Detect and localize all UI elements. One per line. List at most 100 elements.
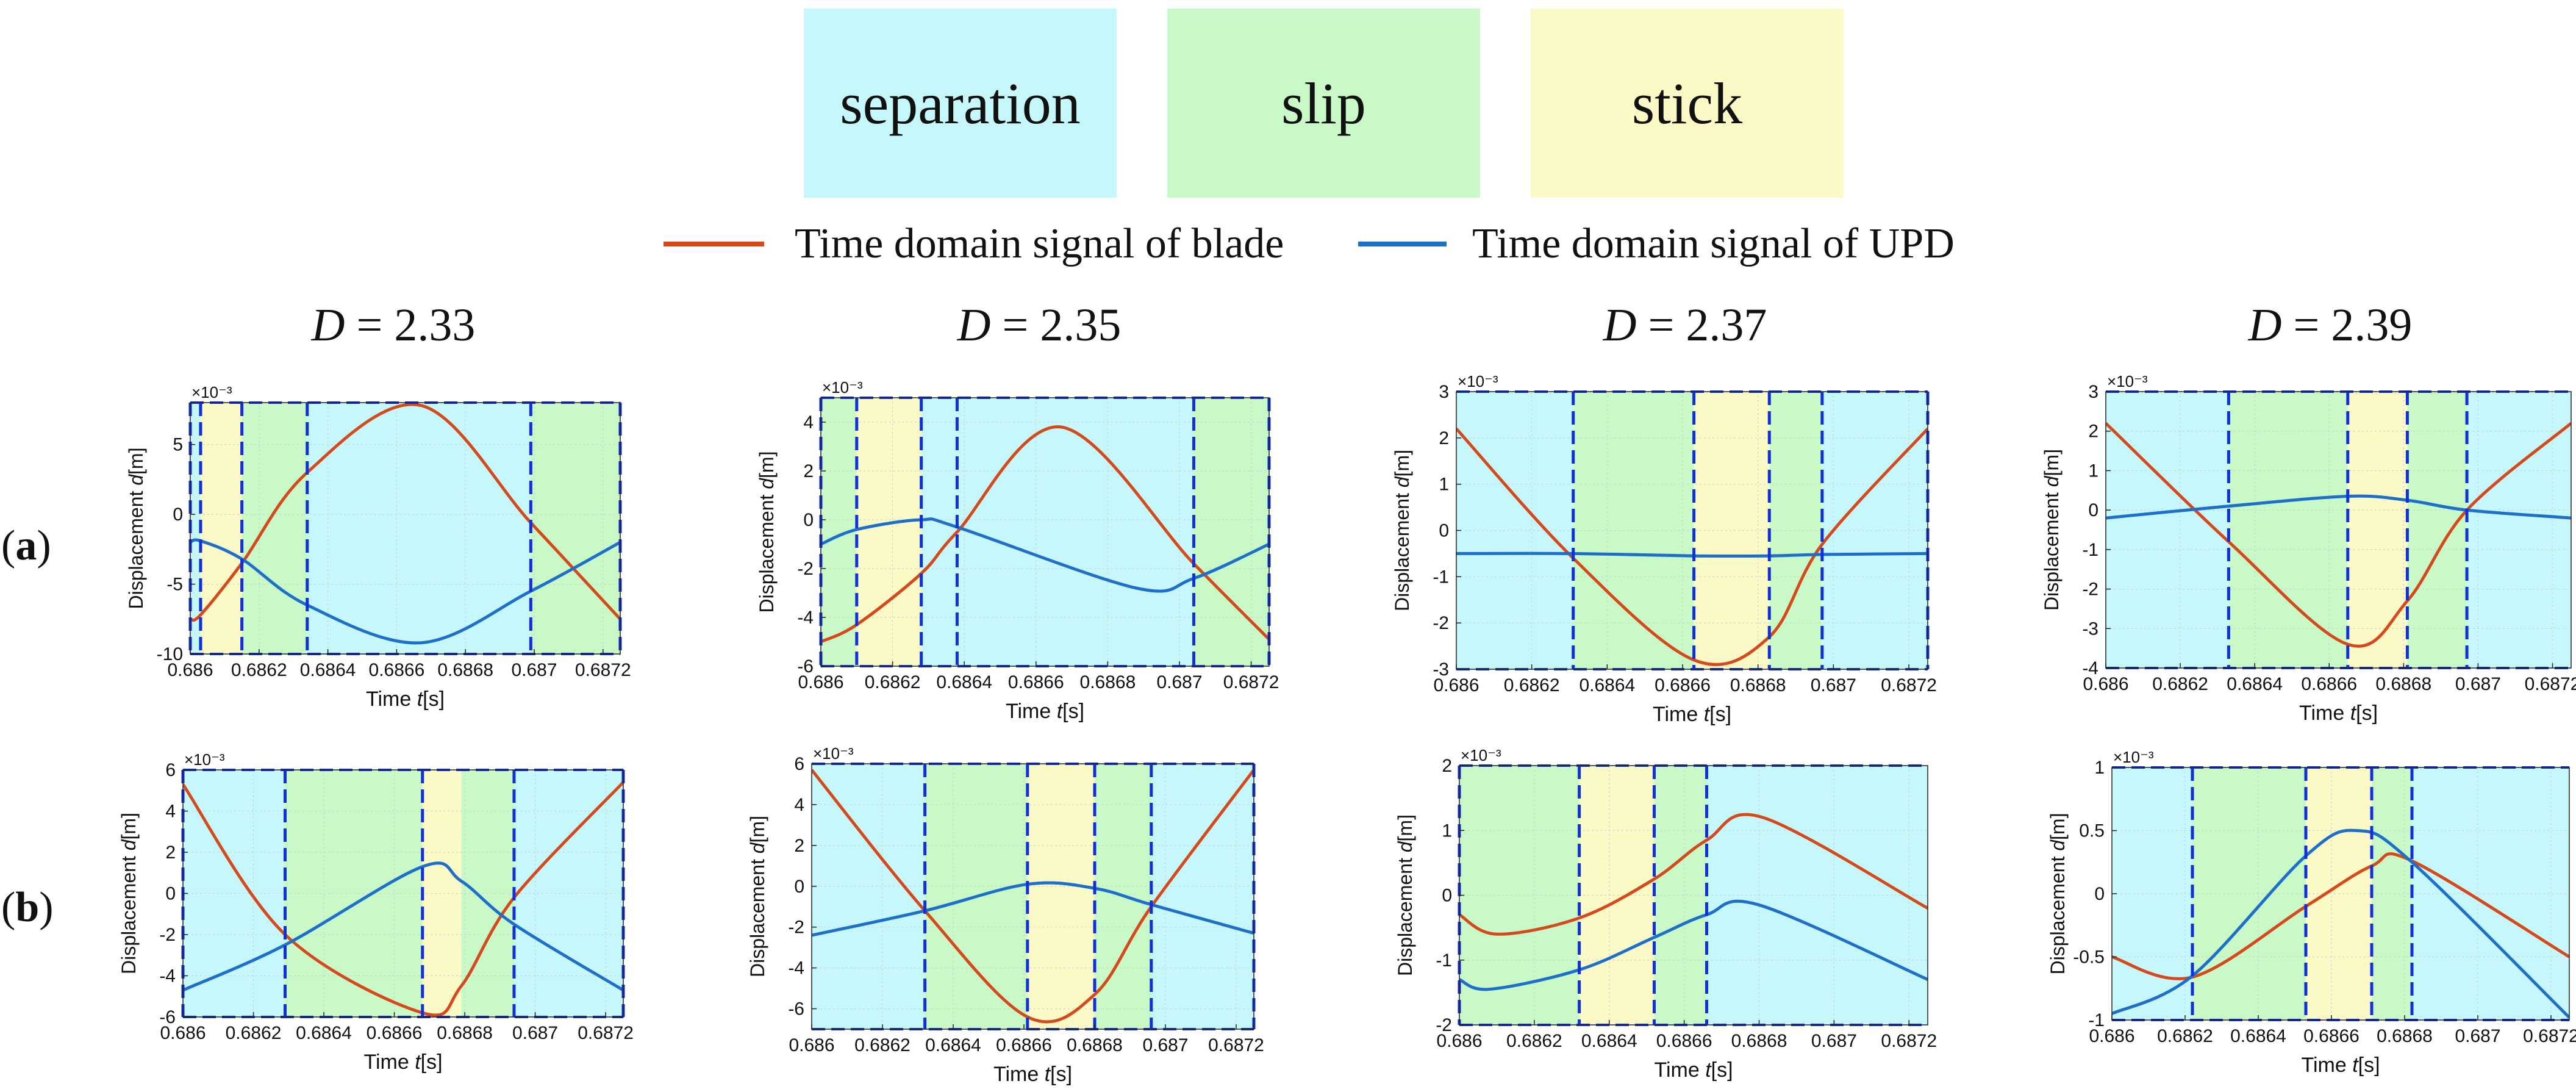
y-tick-label: -6: [788, 999, 804, 1019]
y-tick-label: 0: [803, 510, 814, 530]
y-exponent-label: ×10⁻³: [813, 744, 854, 763]
y-tick-label: -10: [157, 644, 183, 664]
upd-signal-line: [1459, 899, 1928, 991]
row-label-a: (a): [1, 522, 51, 570]
blade-signal-line: [2106, 422, 2571, 648]
y-tick-label: 0: [1439, 521, 1449, 541]
upd-signal-line: [1456, 551, 1928, 558]
axes-frame: [820, 397, 1270, 667]
column-title-var: D: [957, 300, 991, 351]
y-tick-label: 4: [794, 795, 804, 815]
y-exponent-label: ×10⁻³: [184, 750, 225, 769]
y-tick-label: 2: [2088, 422, 2098, 442]
axes-frame: [190, 402, 621, 655]
x-tick-label: 0.6868: [1730, 675, 1786, 695]
x-tick-label: 0.6872: [1208, 1035, 1264, 1055]
x-tick-label: 0.6866: [1656, 1031, 1712, 1051]
region-slip: [242, 403, 307, 654]
y-axis-label: Displacement d[m]: [1391, 450, 1413, 611]
x-tick-label: 0.6862: [2157, 1026, 2213, 1046]
region-separation: [957, 398, 1194, 666]
x-tick-label: 0.687: [1156, 672, 1202, 692]
region-separation: [2106, 392, 2229, 668]
x-tick-label: 0.6864: [925, 1035, 981, 1055]
x-tick-label: 0.6872: [1881, 675, 1937, 695]
y-tick-label: 1: [2088, 461, 2098, 481]
y-tick-label: -4: [797, 608, 814, 628]
x-tick-label: 0.6872: [1223, 672, 1279, 692]
blade-signal-line: [1459, 813, 1928, 936]
y-exponent-label: ×10⁻³: [2107, 372, 2148, 390]
slip-legend-box: slip: [1167, 9, 1480, 198]
column-title-3: D = 2.37: [1502, 299, 1868, 352]
y-tick-label: 0: [173, 505, 183, 525]
upd-legend-line: [1358, 242, 1447, 246]
y-tick-label: -2: [788, 918, 804, 938]
region-separation: [190, 403, 201, 654]
slip-legend-label: slip: [1281, 70, 1366, 136]
y-tick-label: -5: [166, 575, 183, 595]
x-tick-label: 0.6872: [578, 1023, 634, 1043]
region-slip: [1654, 766, 1707, 1025]
x-tick-label: 0.6868: [1067, 1035, 1123, 1055]
y-tick-label: 3: [2088, 382, 2098, 402]
x-tick-label: 0.6866: [996, 1035, 1052, 1055]
y-tick-label: -1: [1433, 567, 1449, 587]
y-exponent-label: ×10⁻³: [1458, 372, 1498, 390]
y-tick-label: 0.5: [2079, 821, 2105, 841]
x-tick-label: 0.6866: [367, 1023, 423, 1043]
x-tick-label: 0.6866: [1008, 672, 1064, 692]
region-slip: [2407, 392, 2467, 668]
region-stick: [422, 770, 462, 1017]
y-tick-label: -2: [1436, 1015, 1452, 1035]
y-exponent-label: ×10⁻³: [822, 378, 863, 397]
region-separation: [1151, 764, 1254, 1029]
y-tick-label: 2: [165, 842, 176, 863]
axes-frame: [2105, 391, 2572, 669]
x-tick-label: 0.686: [2089, 1026, 2134, 1046]
y-tick-label: 6: [794, 754, 804, 774]
x-tick-label: 0.687: [1811, 1031, 1857, 1051]
row-label-b: (b): [1, 883, 54, 932]
blade-signal-line: [2112, 852, 2569, 980]
x-tick-label: 0.6862: [1506, 1031, 1562, 1051]
x-tick-label: 0.686: [167, 660, 213, 680]
chart-b4: 0.686 0.6862 0.6864 0.6866 0.6868 0.687 0.6872…: [2047, 748, 2576, 1077]
x-tick-label: 0.6862: [2152, 674, 2208, 694]
y-tick-label: 0: [794, 877, 804, 897]
y-tick-label: -2: [2082, 580, 2098, 600]
y-tick-label: 0: [165, 884, 176, 904]
y-tick-label: 4: [803, 412, 814, 433]
x-tick-label: 0.6862: [1504, 675, 1560, 695]
y-tick-label: 6: [165, 760, 176, 780]
chart-a3: 0.686 0.6862 0.6864 0.6866 0.6868 0.687 0.6872…: [1391, 372, 1937, 726]
column-title-var: D: [2248, 300, 2282, 351]
column-title-value: = 2.35: [990, 300, 1122, 351]
y-axis-label: Displacement d[m]: [118, 813, 140, 974]
x-tick-label: 0.6868: [2377, 1026, 2433, 1046]
x-axis-label: Time t[s]: [1006, 700, 1084, 723]
y-axis-label: Displacement d[m]: [2047, 813, 2069, 975]
row-label-open: (: [1, 884, 16, 931]
upd-signal-line: [183, 861, 623, 992]
x-tick-label: 0.686: [1433, 675, 1479, 695]
y-tick-label: 2: [1439, 428, 1449, 448]
stick-legend-label: stick: [1631, 70, 1743, 136]
x-tick-label: 0.687: [1811, 675, 1856, 695]
x-tick-label: 0.6868: [1731, 1031, 1787, 1051]
x-tick-label: 0.6862: [226, 1023, 282, 1043]
x-tick-label: 0.6862: [865, 672, 921, 692]
column-title-2: D = 2.35: [856, 299, 1222, 352]
x-tick-label: 0.6872: [1881, 1031, 1937, 1051]
region-separation: [1706, 766, 1928, 1025]
y-tick-label: 2: [803, 461, 814, 481]
upd-legend-item: Time domain signal of UPD: [1358, 217, 1955, 271]
chart-a1: 0.686 0.6862 0.6864 0.6866 0.6868 0.687 0.6872…: [125, 383, 631, 711]
x-tick-label: 0.6868: [437, 1023, 493, 1043]
y-tick-label: -0.5: [2073, 947, 2105, 968]
axes-frame: [811, 763, 1254, 1030]
y-tick-label: -1: [2088, 1010, 2105, 1030]
x-axis-label: Time t[s]: [1653, 703, 1731, 726]
row-label-letter: a: [15, 522, 37, 569]
y-exponent-label: ×10⁻³: [191, 383, 232, 401]
